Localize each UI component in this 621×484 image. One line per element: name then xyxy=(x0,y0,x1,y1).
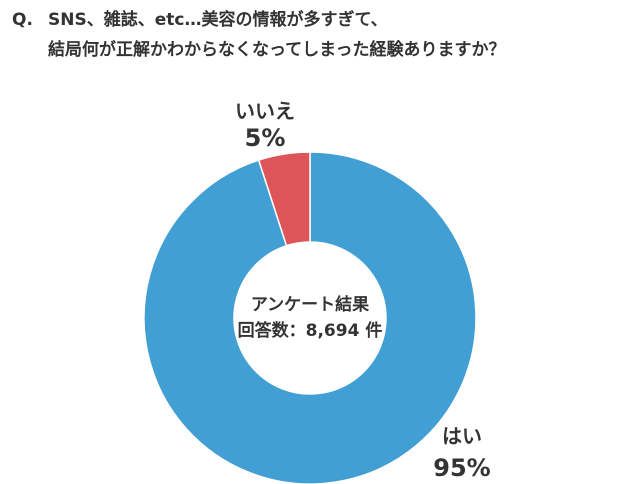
percent-yes: 95% xyxy=(433,454,490,482)
center-title: アンケート結果 xyxy=(251,294,369,315)
question-prefix: Q. xyxy=(12,10,33,30)
percent-no: 5% xyxy=(245,124,286,152)
question-line-2: 結局何が正解かわからなくなってしまった経験ありますか？ xyxy=(48,40,506,60)
question-line-1: SNS、雑誌、etc…美容の情報が多すぎて、 xyxy=(48,10,388,30)
label-no: いいえ xyxy=(235,99,295,123)
center-response-count: 回答数：8,694 件 xyxy=(238,320,383,341)
slice-yes xyxy=(143,151,477,484)
slice-no xyxy=(257,151,311,247)
donut-slices xyxy=(143,151,477,484)
label-yes: はい xyxy=(442,424,482,448)
